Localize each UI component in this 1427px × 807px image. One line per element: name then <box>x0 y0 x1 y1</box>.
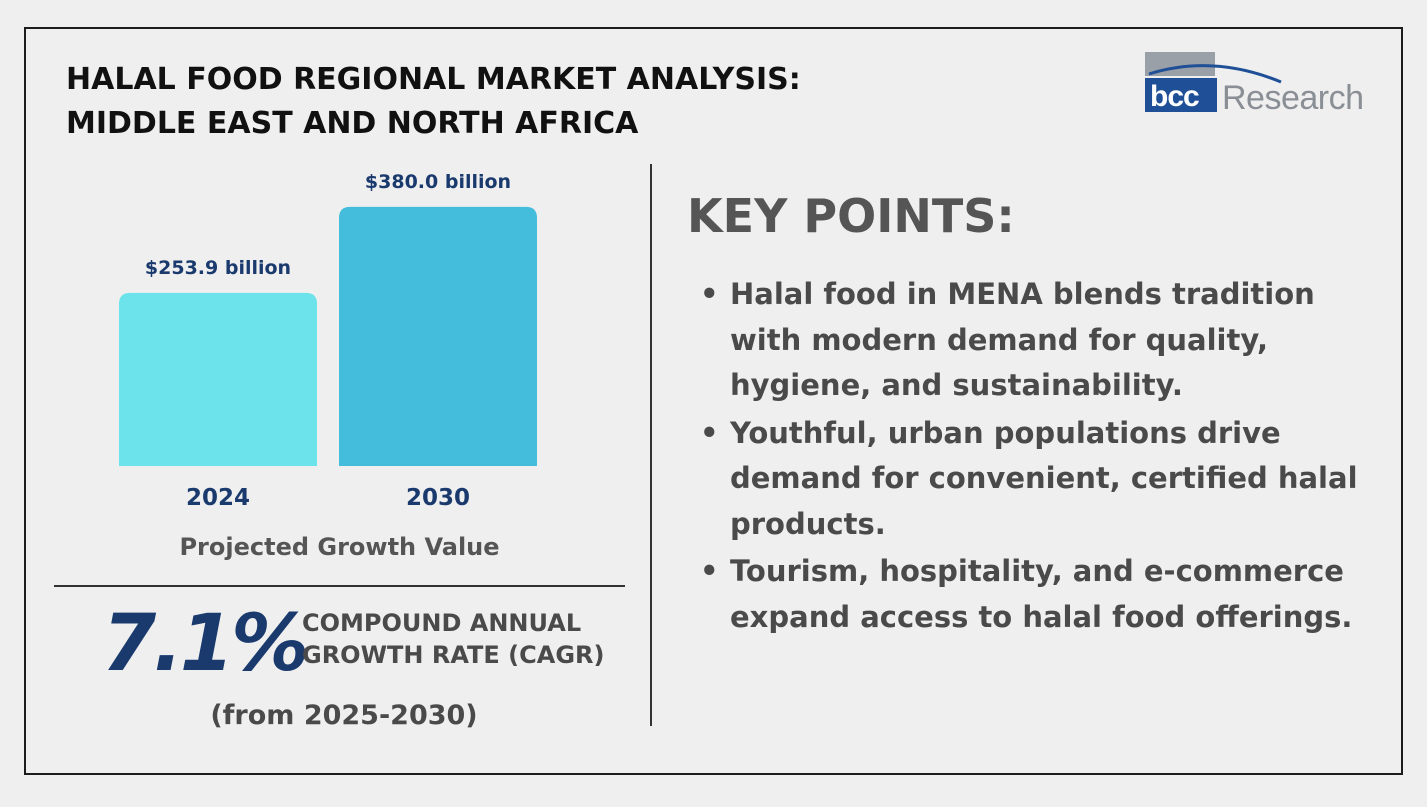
key-point-text: Halal food in MENA blends tradition with… <box>730 277 1315 402</box>
bullet-icon: • <box>700 415 719 450</box>
data-label-2024: $253.9 billion <box>145 257 291 279</box>
bcc-logo-icon: bcc <box>1145 52 1282 113</box>
logo-brand-text: bcc <box>1150 80 1199 113</box>
cagr-label-line-2: GROWTH RATE (CAGR) <box>302 641 605 669</box>
x-tick-label-2030: 2030 <box>406 485 470 511</box>
title-line-1: HALAL FOOD REGIONAL MARKET ANALYSIS: <box>66 62 801 97</box>
cagr-period: (from 2025-2030) <box>210 700 478 731</box>
key-point-item: • Youthful, urban populations drive dema… <box>700 411 1390 548</box>
cagr-value: 7.1% <box>102 599 309 689</box>
logo-word: Research <box>1222 79 1364 117</box>
key-point-text: Youthful, urban populations drive demand… <box>730 415 1358 541</box>
page-title: HALAL FOOD REGIONAL MARKET ANALYSIS: MID… <box>66 58 801 146</box>
title-line-2: MIDDLE EAST AND NORTH AFRICA <box>66 106 639 141</box>
bullet-icon: • <box>700 554 719 588</box>
chart-caption: Projected Growth Value <box>179 533 500 561</box>
key-points-list: • Halal food in MENA blends tradition wi… <box>700 272 1390 642</box>
x-tick-label-2024: 2024 <box>186 485 250 511</box>
bullet-icon: • <box>700 277 719 311</box>
bar-2030 <box>339 206 537 466</box>
cagr-label-line-1: COMPOUND ANNUAL <box>302 609 582 637</box>
vertical-divider <box>650 164 652 726</box>
growth-bar-chart: $253.9 billion 2024 $380.0 billion 2030 <box>119 171 537 511</box>
cagr-label: COMPOUND ANNUAL GROWTH RATE (CAGR) <box>302 607 604 671</box>
key-point-text: Tourism, hospitality, and e-commerce exp… <box>730 554 1353 634</box>
key-points-heading: KEY POINTS: <box>687 189 1015 243</box>
key-point-item: • Halal food in MENA blends tradition wi… <box>700 272 1390 409</box>
key-point-item: • Tourism, hospitality, and e-commerce e… <box>700 549 1390 640</box>
data-label-2030: $380.0 billion <box>365 171 511 193</box>
bar-2024 <box>119 292 317 466</box>
horizontal-divider <box>54 585 625 587</box>
